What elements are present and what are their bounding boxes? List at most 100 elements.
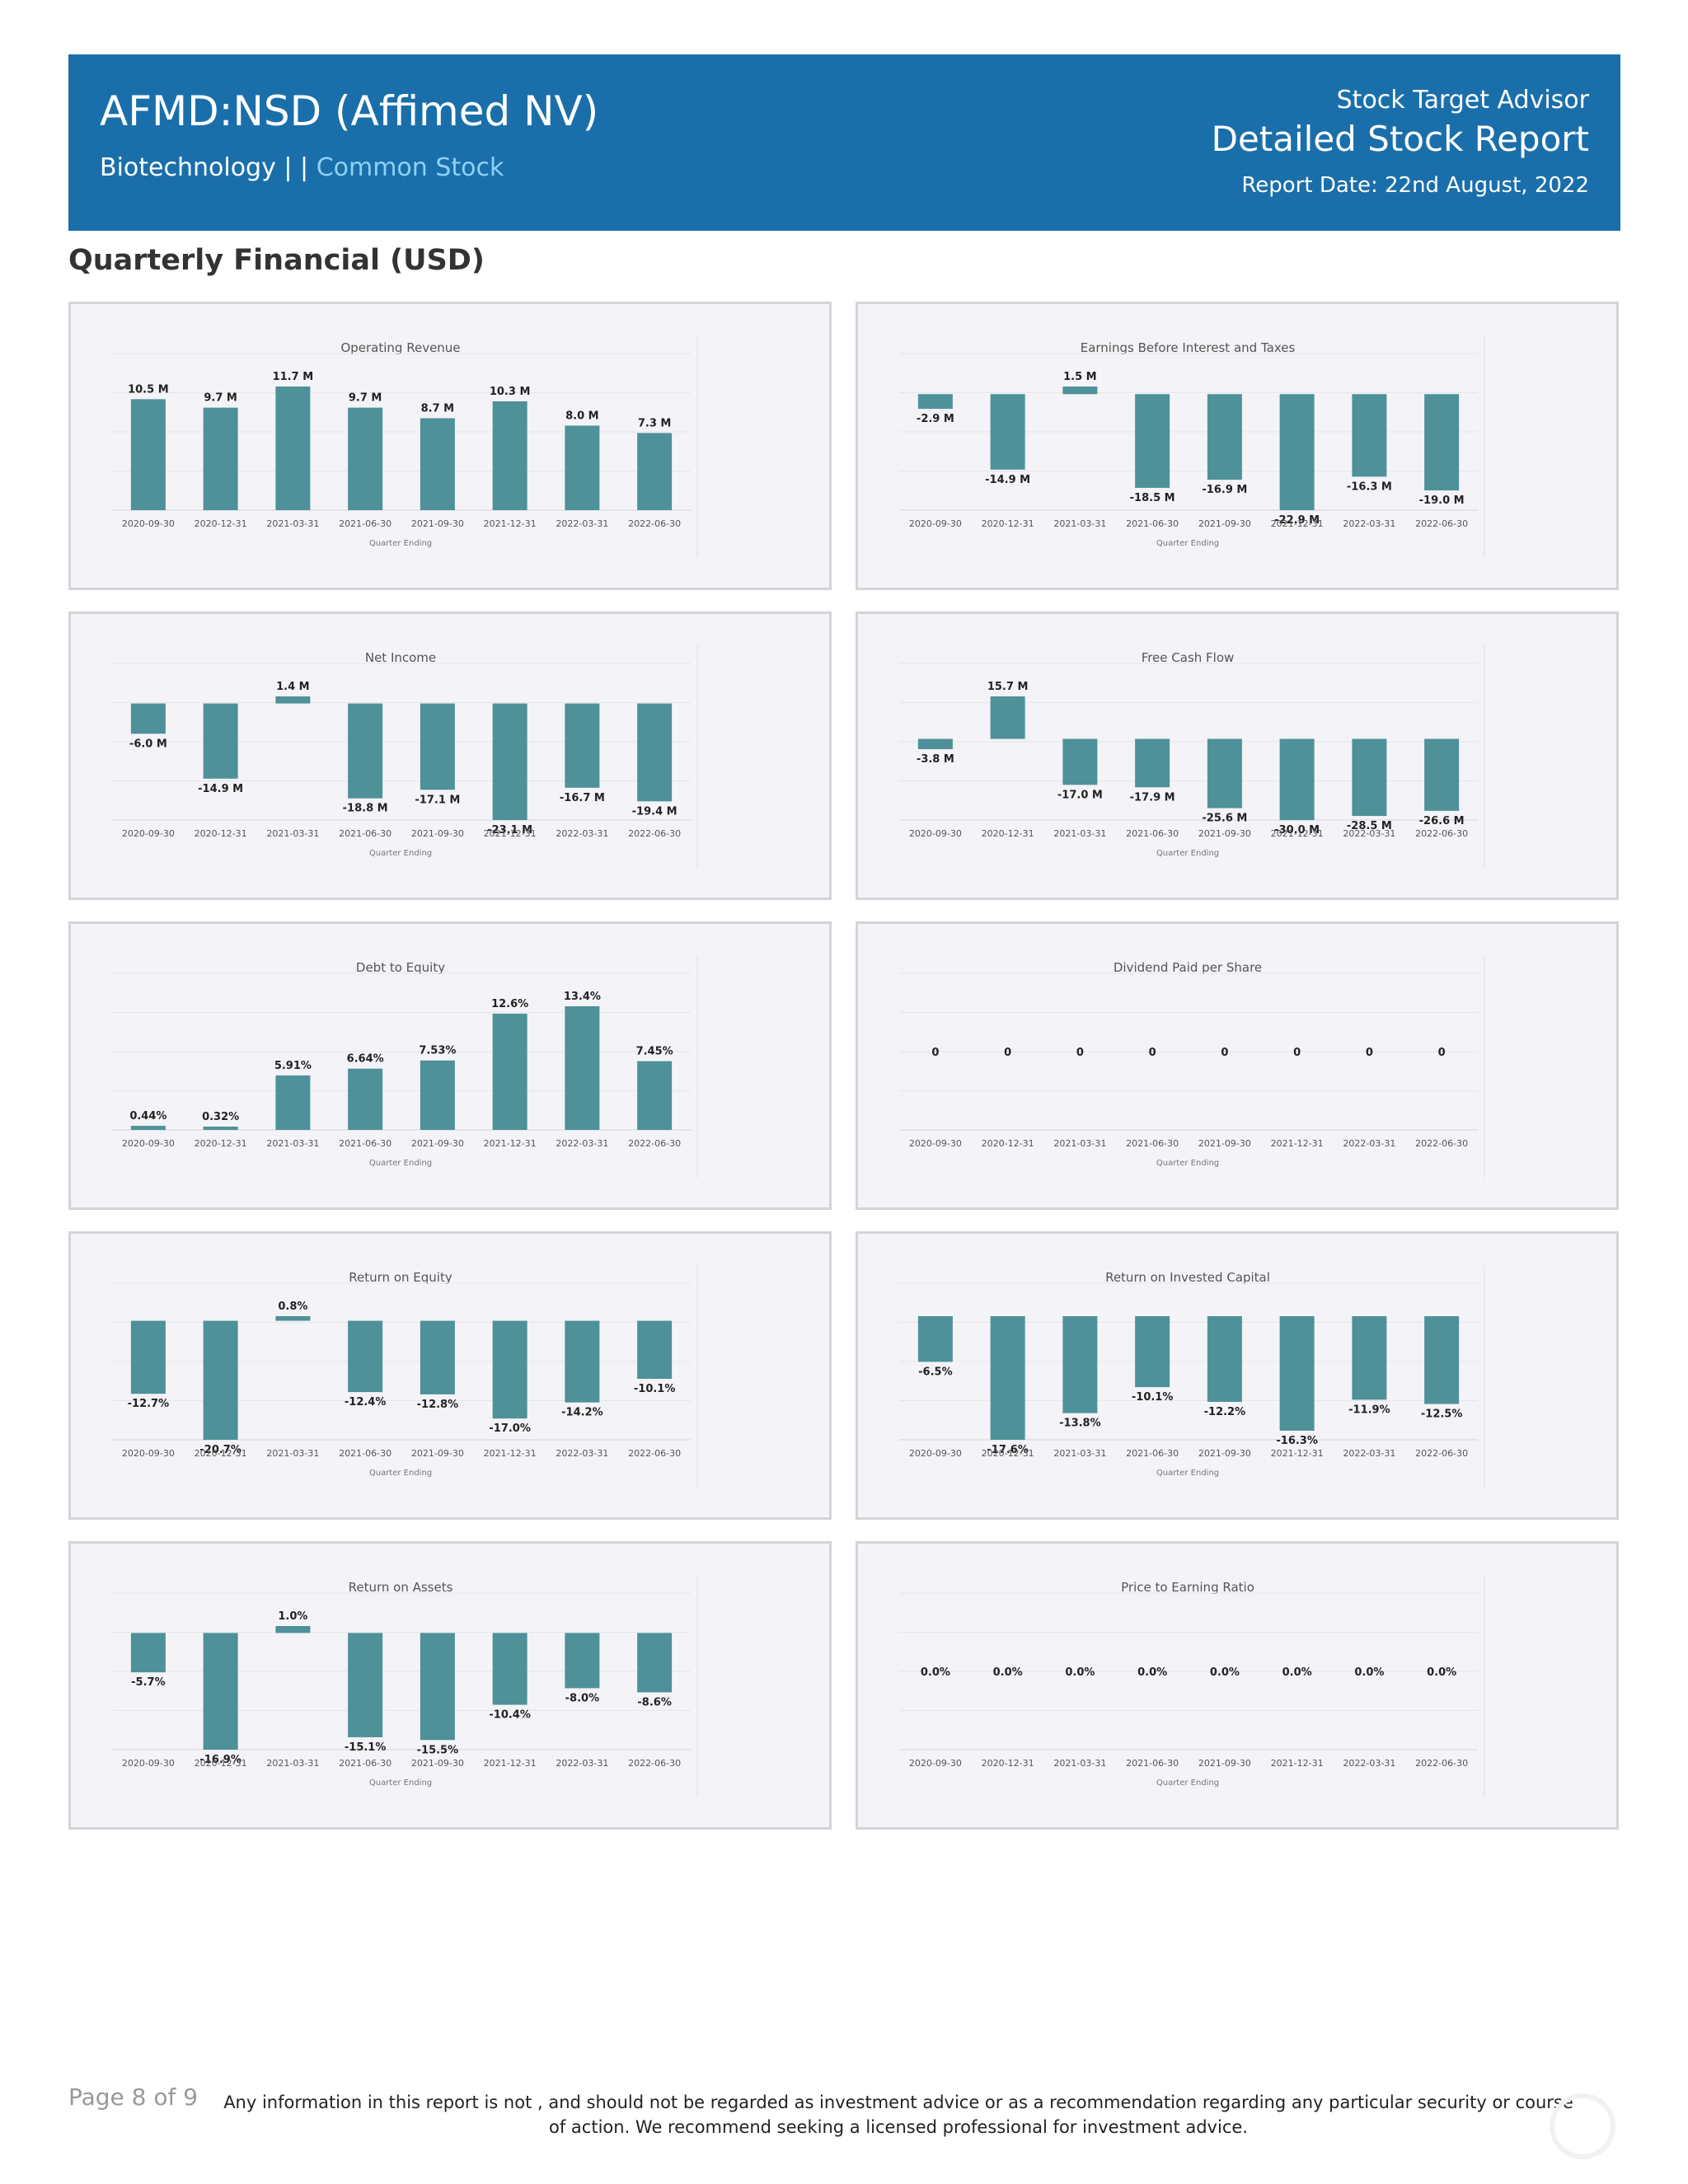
- data-label: -16.3 M: [1347, 480, 1392, 493]
- chart-bar: [420, 418, 455, 510]
- chart-bar: [990, 696, 1025, 739]
- chart-panel-return-on-invested-capital: Return on Invested Capital -6.5% 2020-09-3…: [856, 1231, 1619, 1520]
- chart-title: Return on Equity: [349, 1270, 452, 1285]
- data-label: 1.0%: [278, 1610, 307, 1623]
- data-label: 0.0%: [1282, 1666, 1312, 1679]
- x-tick-label: 2021-03-31: [1053, 1448, 1106, 1459]
- chart-svg: Debt to Equity 0.44% 2020-09-30 0.32% 2020-1…: [112, 955, 698, 1178]
- chart-bar: [637, 433, 673, 510]
- x-tick-label: 2021-09-30: [1198, 828, 1251, 839]
- chart-bar: [917, 1316, 953, 1362]
- x-tick-label: 2021-03-31: [266, 828, 319, 839]
- x-tick-label: 2021-03-31: [266, 518, 319, 529]
- x-tick-label: 2021-09-30: [411, 828, 464, 839]
- chart-bar: [348, 1068, 383, 1130]
- data-label: 0.0%: [1210, 1666, 1240, 1679]
- data-label: -25.6 M: [1202, 813, 1247, 825]
- data-label: 0: [1221, 1047, 1228, 1059]
- chart-bar: [990, 394, 1025, 470]
- x-tick-label: 2021-09-30: [411, 1138, 464, 1149]
- data-label: -2.9 M: [917, 413, 954, 425]
- data-label: -12.2%: [1204, 1406, 1246, 1418]
- x-tick-label: 2021-06-30: [339, 1448, 392, 1459]
- sector-label: Biotechnology: [100, 153, 276, 182]
- chart-bar: [275, 1316, 311, 1321]
- data-label: 1.5 M: [1063, 371, 1097, 383]
- chart-svg: Earnings Before Interest and Taxes -2.9 M…: [899, 335, 1485, 558]
- data-label: -6.0 M: [129, 738, 167, 750]
- chart-title: Dividend Paid per Share: [1114, 960, 1262, 975]
- x-axis-label: Quarter Ending: [1156, 849, 1219, 858]
- x-tick-label: 2020-12-31: [982, 518, 1034, 529]
- x-tick-label: 2020-12-31: [195, 1758, 247, 1769]
- x-tick-label: 2021-06-30: [1126, 518, 1179, 529]
- x-tick-label: 2020-12-31: [195, 518, 247, 529]
- x-tick-label: 2021-06-30: [1126, 1448, 1179, 1459]
- data-label: -30.0 M: [1274, 824, 1320, 837]
- chart-title: Free Cash Flow: [1142, 650, 1235, 665]
- chart-panel-ebit: Earnings Before Interest and Taxes -2.9 M…: [856, 302, 1619, 590]
- data-label: -14.9 M: [198, 783, 243, 795]
- x-tick-label: 2021-12-31: [1271, 518, 1324, 529]
- chart-bar: [275, 1075, 311, 1130]
- x-axis-label: Quarter Ending: [369, 1159, 432, 1168]
- data-label: 1.4 M: [276, 681, 310, 693]
- x-tick-label: 2022-06-30: [1415, 1758, 1468, 1769]
- chart-bar: [130, 1320, 166, 1394]
- chart-bar: [1279, 738, 1315, 820]
- data-label: 0.0%: [1137, 1666, 1167, 1679]
- data-label: 0: [1438, 1047, 1446, 1059]
- x-tick-label: 2021-12-31: [1271, 1448, 1324, 1459]
- data-label: 0.0%: [1065, 1666, 1095, 1679]
- x-tick-label: 2021-09-30: [1198, 1448, 1251, 1459]
- x-tick-label: 2022-06-30: [628, 1448, 681, 1459]
- chart-bar: [492, 401, 528, 510]
- x-axis-label: Quarter Ending: [1156, 1469, 1219, 1478]
- chart-bar: [492, 1013, 528, 1130]
- chart-bar: [1279, 1316, 1315, 1431]
- chart-bar: [917, 394, 953, 410]
- chart-title: Debt to Equity: [356, 960, 445, 975]
- x-tick-label: 2021-03-31: [266, 1758, 319, 1769]
- data-label: 7.45%: [636, 1046, 673, 1058]
- data-label: -16.7 M: [560, 792, 605, 804]
- data-label: 7.53%: [419, 1045, 456, 1057]
- x-tick-label: 2021-06-30: [1126, 828, 1179, 839]
- x-tick-label: 2021-06-30: [339, 1758, 392, 1769]
- chart-bar: [420, 1633, 455, 1741]
- data-label: -12.8%: [417, 1399, 459, 1411]
- data-label: 0.0%: [993, 1666, 1023, 1679]
- chart-bar: [130, 1633, 166, 1673]
- x-axis-label: Quarter Ending: [1156, 1159, 1219, 1168]
- data-label: 5.91%: [274, 1060, 312, 1072]
- disclaimer-text: Any information in this report is not , …: [223, 2093, 1573, 2137]
- x-tick-label: 2020-09-30: [909, 828, 962, 839]
- data-label: -17.0%: [489, 1422, 531, 1435]
- x-axis-label: Quarter Ending: [369, 849, 432, 858]
- x-tick-label: 2020-09-30: [909, 1758, 962, 1769]
- x-tick-label: 2020-09-30: [122, 1138, 175, 1149]
- data-label: -14.2%: [561, 1407, 603, 1419]
- chart-svg: Operating Revenue 10.5 M 2020-09-30 9.7 M 20…: [112, 335, 698, 558]
- chart-bar: [1352, 394, 1387, 477]
- chart-bar: [565, 703, 600, 788]
- report-title: Detailed Stock Report: [1211, 119, 1589, 159]
- x-tick-label: 2022-03-31: [556, 1138, 608, 1149]
- x-tick-label: 2022-06-30: [1415, 1448, 1468, 1459]
- chart-bar: [1207, 1316, 1242, 1402]
- report-date: Report Date: 22nd August, 2022: [1241, 173, 1589, 198]
- data-label: 6.64%: [347, 1053, 384, 1066]
- chart-bar: [348, 407, 383, 510]
- x-tick-label: 2020-09-30: [122, 518, 175, 529]
- x-axis-label: Quarter Ending: [369, 1469, 432, 1478]
- x-tick-label: 2022-06-30: [628, 828, 681, 839]
- data-label: 12.6%: [491, 998, 528, 1010]
- section-title: Quarterly Financial (USD): [68, 244, 485, 277]
- chart-panel-debt-to-equity: Debt to Equity 0.44% 2020-09-30 0.32% 2020-1…: [68, 921, 832, 1210]
- x-tick-label: 2021-06-30: [339, 518, 392, 529]
- data-label: -5.7%: [131, 1676, 165, 1689]
- x-tick-label: 2020-09-30: [909, 1448, 962, 1459]
- chart-bar: [348, 1633, 383, 1737]
- chart-bar: [1207, 394, 1242, 480]
- chart-bar: [348, 1320, 383, 1393]
